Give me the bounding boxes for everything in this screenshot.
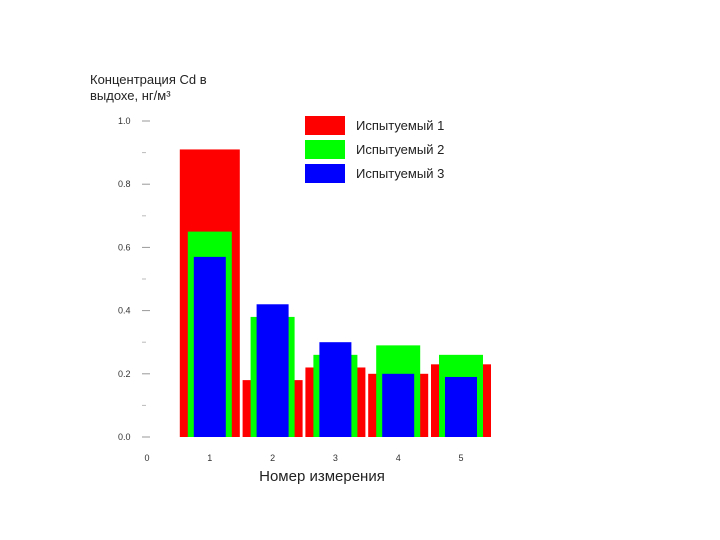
x-tick-label: 3 bbox=[333, 453, 338, 463]
bar-series-3-cat-4 bbox=[382, 373, 415, 437]
bar-series-3-cat-2 bbox=[256, 304, 289, 437]
bars bbox=[179, 149, 491, 437]
bar-series-3-cat-5 bbox=[445, 376, 477, 437]
x-tick-label: 2 bbox=[270, 453, 275, 463]
x-tick-label: 4 bbox=[396, 453, 401, 463]
legend-swatch-1 bbox=[305, 116, 345, 135]
y-axis: 0.0 0.2 0.4 0.6 0.8 1.0 bbox=[118, 116, 150, 442]
y-tick-label: 0.4 bbox=[118, 306, 131, 316]
y-tick-label: 0.0 bbox=[118, 432, 131, 442]
y-tick-label: 0.2 bbox=[118, 369, 131, 379]
x-tick-label: 0 bbox=[144, 453, 149, 463]
legend-swatch-2 bbox=[305, 140, 345, 159]
x-tick-label: 1 bbox=[207, 453, 212, 463]
legend-label-1: Испытуемый 1 bbox=[356, 118, 444, 133]
y-axis-label-line-1: Концентрация Cd в bbox=[90, 72, 207, 87]
y-axis-label: Концентрация Cd в выдохе, нг/м³ bbox=[90, 72, 207, 103]
x-axis-label: Номер измерения bbox=[259, 468, 385, 485]
y-tick-label: 0.6 bbox=[118, 242, 131, 252]
x-tick-label: 5 bbox=[458, 453, 463, 463]
legend: Испытуемый 1 Испытуемый 2 Испытуемый 3 bbox=[305, 116, 444, 183]
legend-label-2: Испытуемый 2 bbox=[356, 142, 444, 157]
bar-series-3-cat-3 bbox=[319, 342, 352, 437]
legend-label-3: Испытуемый 3 bbox=[356, 166, 444, 181]
bar-series-3-cat-1 bbox=[193, 256, 226, 437]
y-tick-label: 0.8 bbox=[118, 179, 131, 189]
x-axis: 0 1 2 3 4 5 bbox=[144, 453, 463, 463]
legend-swatch-3 bbox=[305, 164, 345, 183]
y-tick-label: 1.0 bbox=[118, 116, 131, 126]
y-axis-label-line-2: выдохе, нг/м³ bbox=[90, 88, 171, 103]
